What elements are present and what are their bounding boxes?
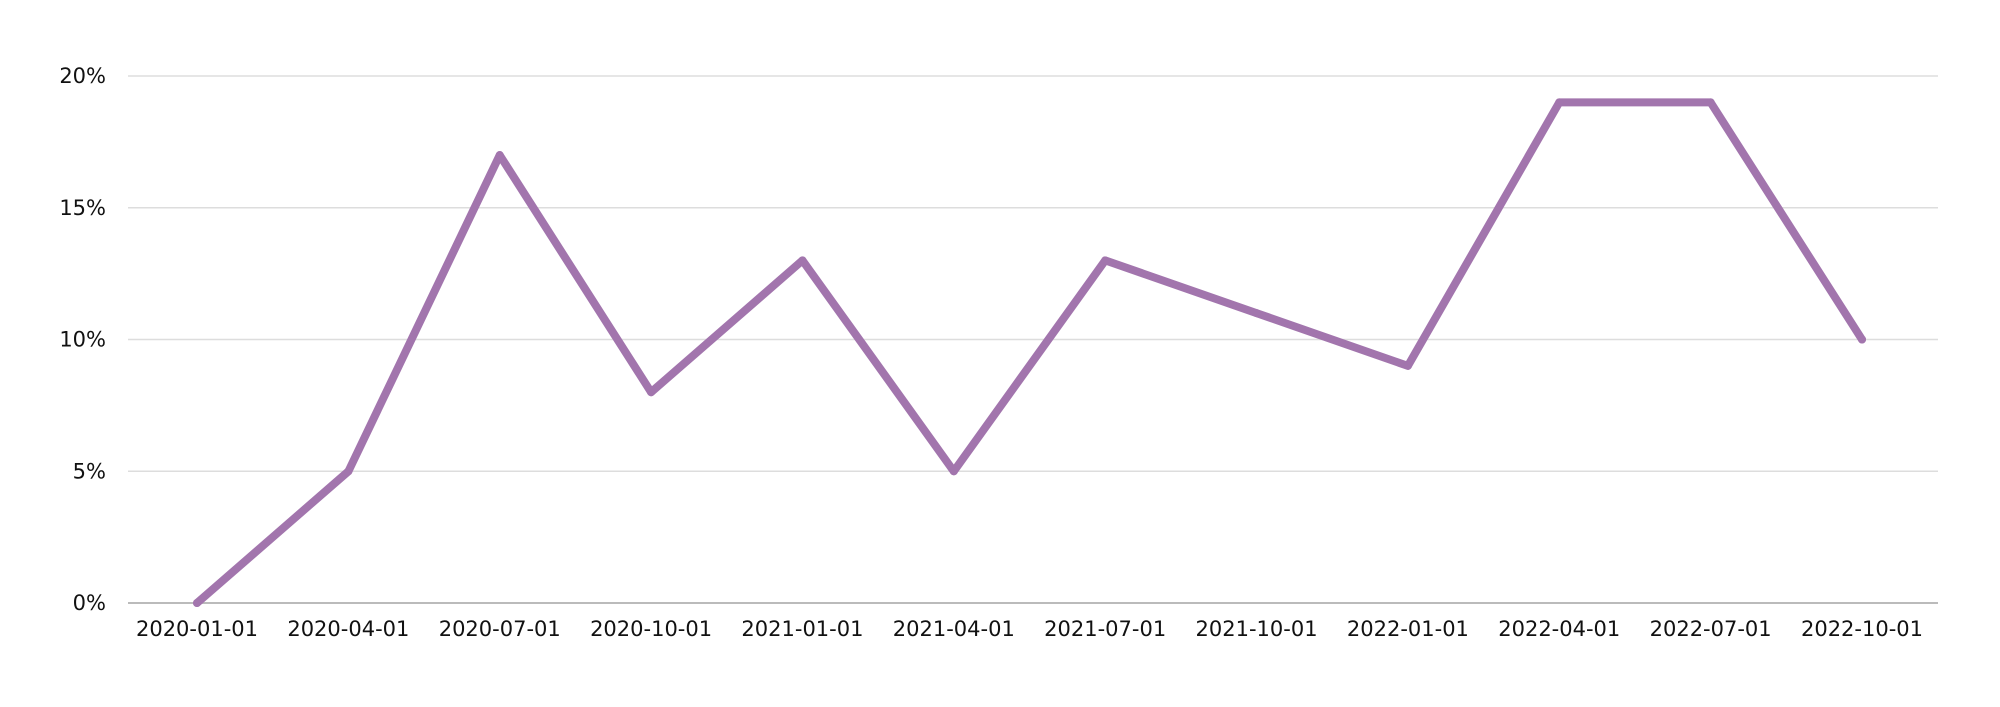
y-axis-tick-labels: 0% 5% 10% 15% 20% bbox=[59, 64, 106, 615]
x-tick-label: 2021-07-01 bbox=[1044, 617, 1166, 641]
data-point bbox=[1706, 98, 1715, 107]
x-tick-label: 2021-10-01 bbox=[1196, 617, 1318, 641]
x-tick-label: 2022-04-01 bbox=[1498, 617, 1620, 641]
data-point bbox=[949, 467, 958, 476]
x-tick-label: 2020-10-01 bbox=[590, 617, 712, 641]
y-tick-label: 15% bbox=[59, 196, 106, 220]
y-tick-label: 5% bbox=[73, 459, 106, 483]
data-point bbox=[1252, 309, 1261, 318]
x-tick-label: 2022-10-01 bbox=[1801, 617, 1923, 641]
x-tick-label: 2022-01-01 bbox=[1347, 617, 1469, 641]
series-layer bbox=[193, 98, 1866, 607]
data-point bbox=[798, 256, 807, 265]
data-point bbox=[1858, 335, 1866, 344]
data-point bbox=[344, 467, 353, 476]
data-point bbox=[193, 599, 201, 607]
x-axis-tick-labels: 2020-01-01 2020-04-01 2020-07-01 2020-10-01… bbox=[136, 617, 1923, 641]
data-point bbox=[1403, 361, 1412, 370]
x-tick-label: 2021-04-01 bbox=[893, 617, 1015, 641]
x-tick-label: 2020-04-01 bbox=[287, 617, 409, 641]
x-tick-label: 2020-07-01 bbox=[439, 617, 561, 641]
y-tick-label: 20% bbox=[59, 64, 106, 88]
grid-lines bbox=[128, 75, 1938, 472]
data-point bbox=[1101, 256, 1110, 265]
series-line-0 bbox=[193, 98, 1866, 607]
data-point bbox=[1555, 98, 1564, 107]
x-tick-label: 2021-01-01 bbox=[741, 617, 863, 641]
x-tick-label: 2022-07-01 bbox=[1650, 617, 1772, 641]
y-tick-label: 10% bbox=[59, 328, 106, 352]
data-point bbox=[647, 388, 656, 397]
y-tick-label: 0% bbox=[73, 591, 106, 615]
x-tick-label: 2020-01-01 bbox=[136, 617, 258, 641]
data-point bbox=[495, 151, 504, 160]
